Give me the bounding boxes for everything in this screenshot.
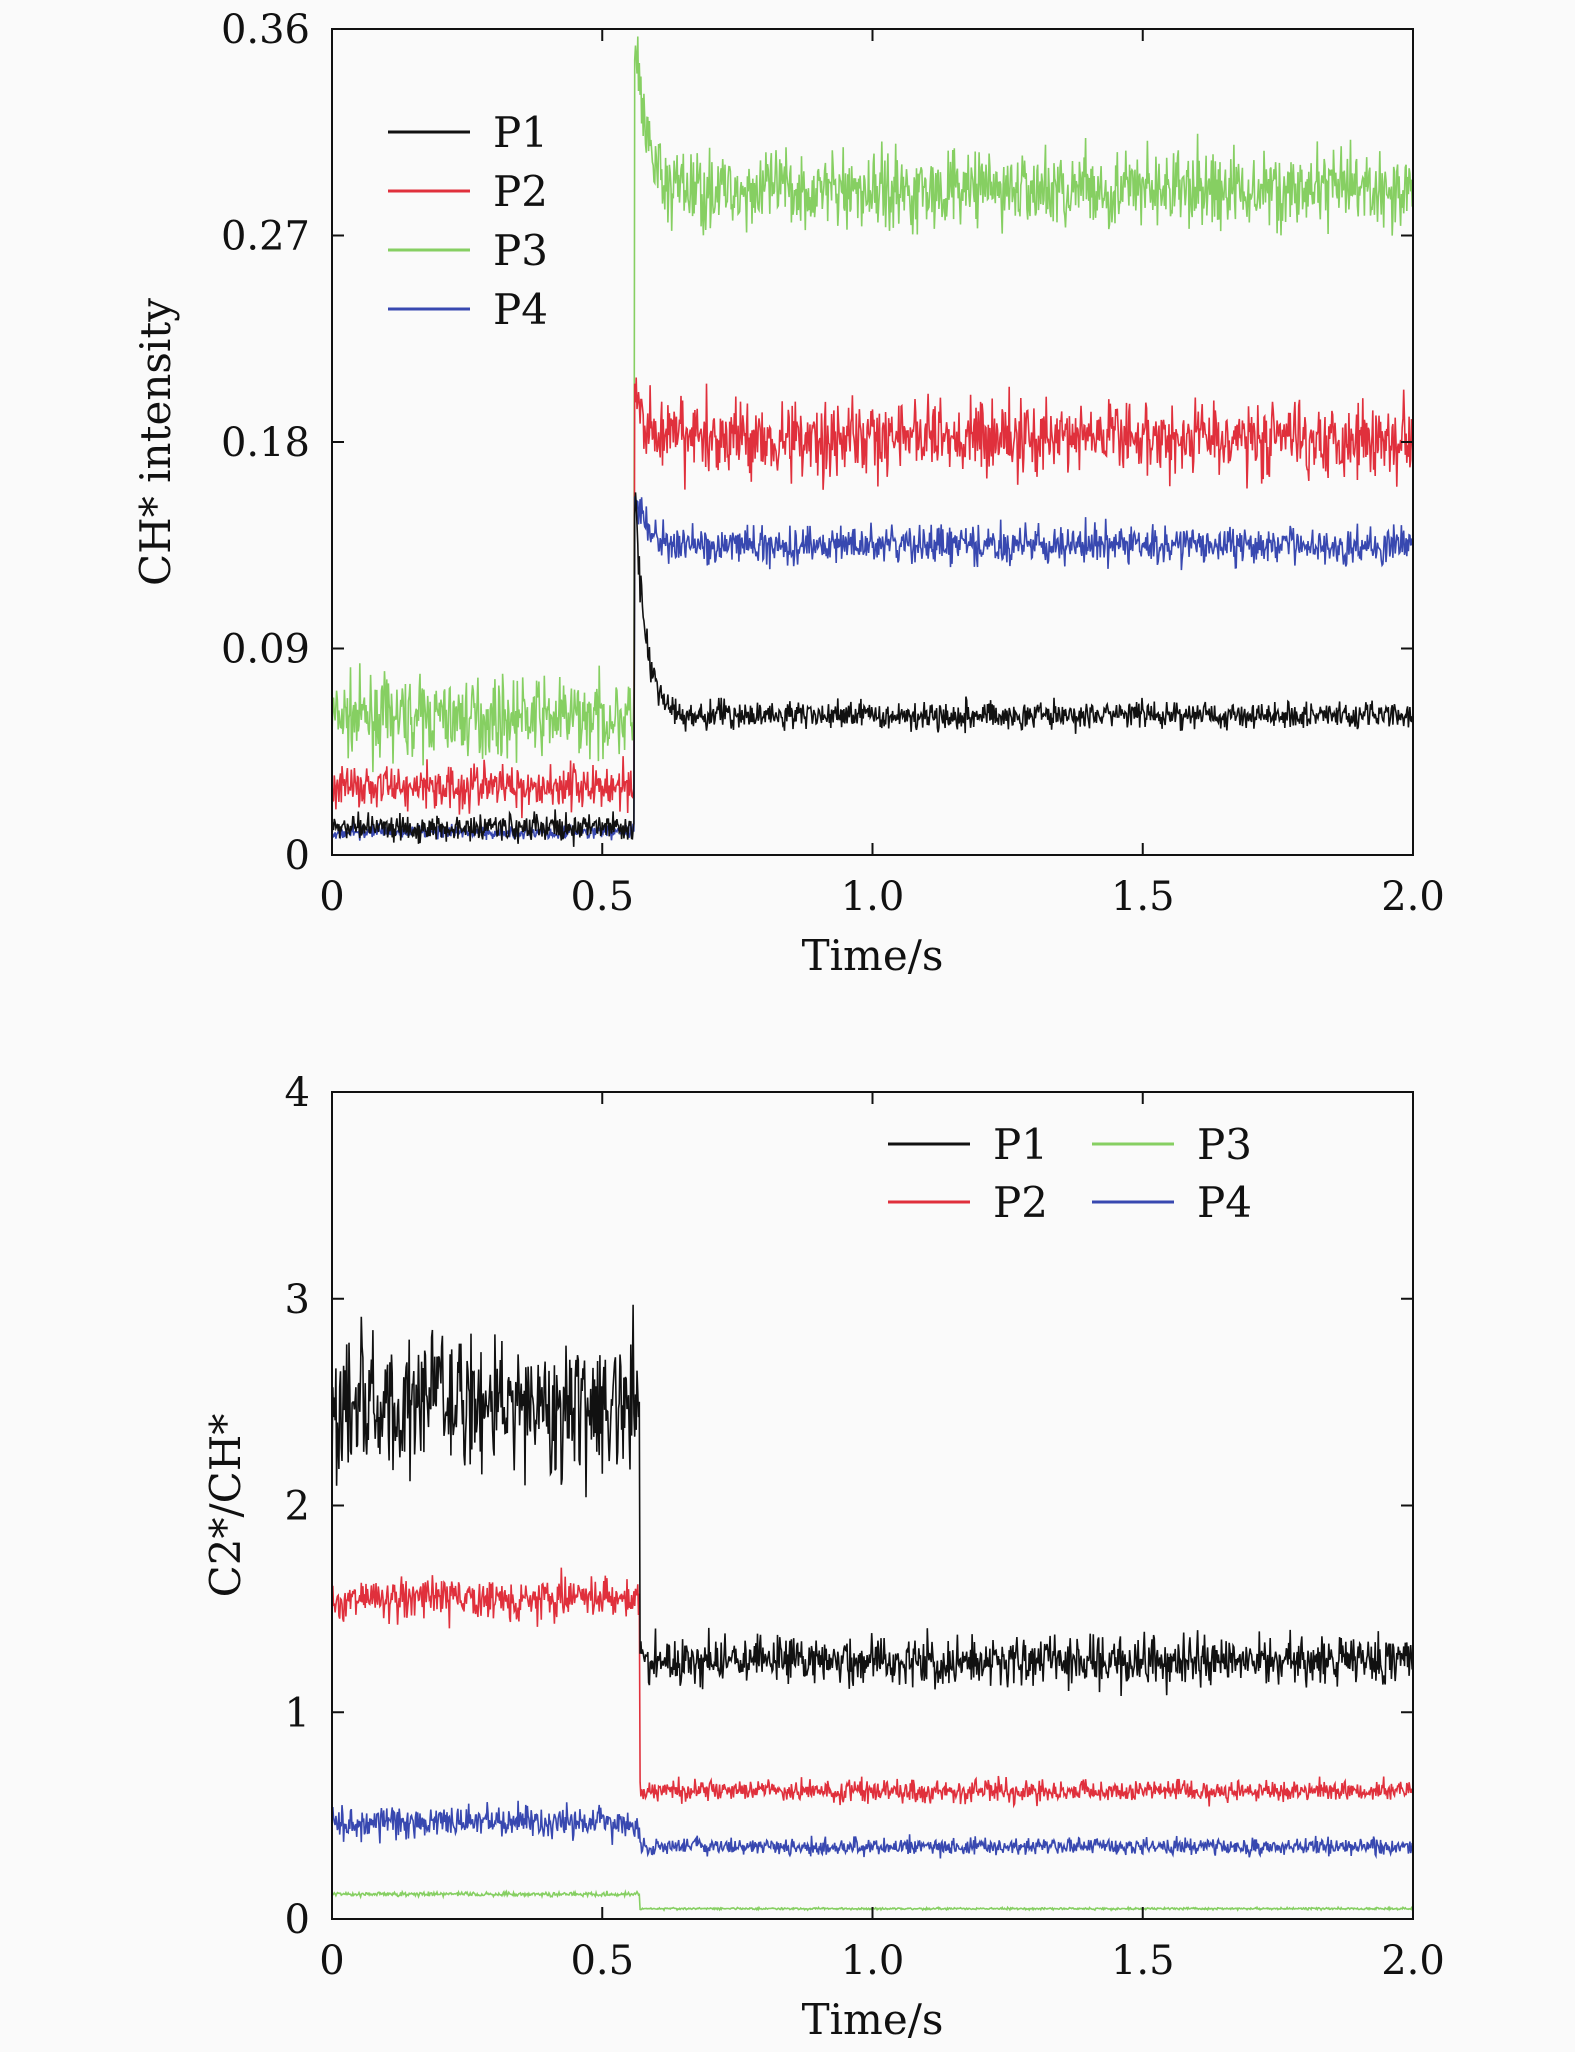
series-line-p2: [332, 377, 1413, 819]
legend-item-p2: P2: [388, 167, 548, 216]
series-line-p1: [332, 492, 1413, 847]
legend-item-p2: P2: [888, 1178, 1048, 1227]
y-tick-label: 0: [285, 833, 310, 879]
legend: P1 P2 P3 P4: [888, 1120, 1252, 1227]
x-axis-label: Time/s: [802, 1995, 944, 2044]
legend: P1 P2 P3 P4: [388, 108, 548, 334]
series-line-p1: [332, 1304, 1413, 1697]
legend-label: P1: [493, 108, 548, 157]
y-tick-label: 0.09: [221, 627, 310, 673]
y-axis-label: C2*/CH*: [201, 1414, 250, 1598]
legend-item-p3: P3: [388, 226, 548, 275]
y-tick-label: 1: [285, 1690, 310, 1736]
x-tick-label: 0: [319, 1938, 344, 1984]
series-line-p4: [332, 1800, 1413, 1860]
legend-label: P3: [493, 226, 548, 275]
y-tick-label: 0.18: [221, 420, 310, 466]
y-tick-label: 2: [285, 1484, 310, 1530]
y-tick-label: 0: [285, 1897, 310, 1943]
chart-1: 0 0.5 1.0 1.5 2.0 0 0.09 0.18 0.27 0.36 Time/s CH* …: [131, 7, 1445, 980]
x-tick-label: 1.0: [841, 1938, 905, 1984]
legend-label: P2: [493, 167, 548, 216]
x-axis-label: Time/s: [802, 931, 944, 980]
y-tick-label: 0.36: [221, 7, 310, 53]
x-tick-label: 1.5: [1111, 874, 1175, 920]
series-line-p4: [332, 495, 1413, 841]
chart-2: 0 0.5 1.0 1.5 2.0 0 1 2 3 4 Time/s C2*/CH* P1 P2 P3 P4: [201, 1070, 1445, 2044]
series-line-p3: [332, 36, 1413, 773]
y-tick-label: 3: [285, 1277, 310, 1323]
y-tick-label: 0.27: [221, 214, 310, 260]
y-tick-label: 4: [285, 1070, 310, 1116]
legend-label: P3: [1197, 1120, 1252, 1169]
legend-label: P4: [1197, 1178, 1252, 1227]
x-tick-label: 1.0: [841, 874, 905, 920]
legend-item-p3: P3: [1092, 1120, 1252, 1169]
legend-item-p1: P1: [388, 108, 548, 157]
legend-item-p4: P4: [1092, 1178, 1252, 1227]
x-tick-label: 0.5: [570, 1938, 634, 1984]
x-tick-label: 2.0: [1381, 1938, 1445, 1984]
legend-label: P2: [993, 1178, 1048, 1227]
legend-item-p4: P4: [388, 285, 548, 334]
series-line-p2: [332, 1567, 1413, 1809]
y-axis-label: CH* intensity: [131, 298, 180, 586]
legend-item-p1: P1: [888, 1120, 1048, 1169]
x-tick-label: 0: [319, 874, 344, 920]
legend-label: P4: [493, 285, 548, 334]
legend-label: P1: [993, 1120, 1048, 1169]
x-tick-label: 0.5: [570, 874, 634, 920]
x-tick-label: 2.0: [1381, 874, 1445, 920]
x-tick-label: 1.5: [1111, 1938, 1175, 1984]
